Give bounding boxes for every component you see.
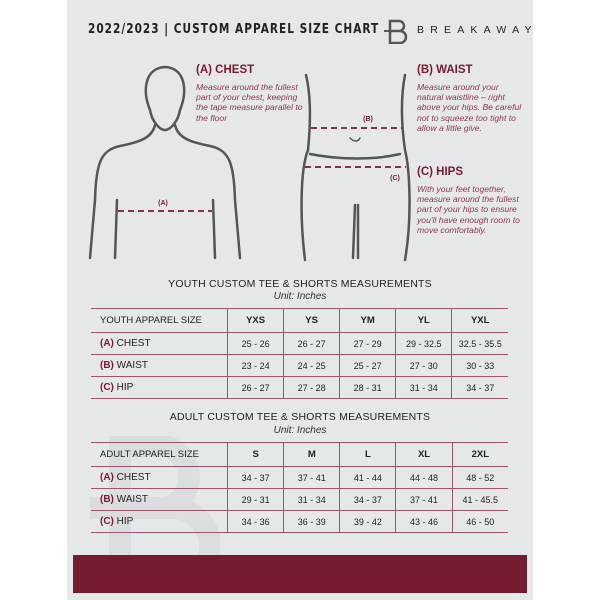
table-cell: 26 - 27 (227, 376, 284, 399)
row-letter: (A) (100, 338, 114, 349)
row-label: CHEST (116, 338, 151, 349)
row-letter: (A) (100, 472, 114, 483)
table-cell: 34 - 37 (451, 376, 508, 399)
row-label: CHEST (116, 472, 151, 483)
table-cell: 37 - 41 (283, 466, 340, 489)
column-header: M (283, 442, 340, 467)
row-label: HIP (116, 382, 134, 393)
table-cell: 39 - 42 (339, 510, 396, 533)
table-cell: 29 - 32.5 (395, 332, 452, 355)
table-cell: 31 - 34 (283, 488, 340, 511)
column-header: 2XL (451, 442, 508, 467)
waist-instructions: Measure around your natural waistline – … (417, 82, 522, 133)
hips-heading: (C) HIPS (417, 166, 463, 178)
youth-table-title: YOUTH CUSTOM TEE & SHORTS MEASUREMENTS (168, 278, 432, 290)
hips-marker: (C) (390, 175, 400, 182)
table-cell: 34 - 36 (227, 510, 284, 533)
table-row: (B) WAIST 29 - 31 31 - 34 34 - 37 37 - 4… (91, 488, 508, 511)
chest-heading: (A) CHEST (196, 64, 255, 76)
table-cell: 27 - 30 (395, 354, 452, 377)
table-cell: 43 - 46 (395, 510, 453, 533)
table-cell: 26 - 27 (283, 332, 340, 355)
table-row: (A) CHEST 34 - 37 37 - 41 41 - 44 44 - 4… (91, 466, 508, 489)
row-letter: (C) (100, 516, 114, 527)
youth-size-table: YOUTH APPAREL SIZE YXS YS YM YL YXL (A) … (91, 308, 508, 399)
column-header: YOUTH APPAREL SIZE (91, 308, 228, 333)
table-cell: 24 - 25 (283, 354, 340, 377)
table-cell: 31 - 34 (395, 376, 452, 399)
waist-marker: (B) (363, 116, 373, 123)
adult-size-table: ADULT APPAREL SIZE S M L XL 2XL (A) CHES… (91, 442, 508, 533)
column-header: YL (395, 308, 452, 333)
table-header-row: YOUTH APPAREL SIZE YXS YS YM YL YXL (91, 308, 508, 333)
row-label: WAIST (116, 360, 148, 371)
table-cell: 25 - 27 (339, 354, 396, 377)
chest-instructions: Measure around the fullest part of your … (196, 82, 303, 123)
adult-table-title: ADULT CUSTOM TEE & SHORTS MEASUREMENTS (169, 411, 431, 423)
page-title: 2022/2023 | CUSTOM APPAREL SIZE CHART (88, 21, 380, 37)
column-header: YXS (227, 308, 284, 333)
table-row: (C) HIP 26 - 27 27 - 28 28 - 31 31 - 34 … (91, 376, 508, 399)
table-cell: 27 - 29 (339, 332, 396, 355)
upper-body-figure (88, 65, 242, 260)
waist-heading: (B) WAIST (417, 64, 473, 76)
column-header: L (339, 442, 396, 467)
row-label: HIP (116, 516, 134, 527)
row-letter: (C) (100, 382, 114, 393)
row-letter: (B) (100, 360, 114, 371)
body-figures-illustration: (A) (B) (C) (88, 65, 411, 262)
table-cell: 34 - 37 (339, 488, 396, 511)
table-cell: 41 - 45.5 (451, 488, 508, 511)
row-label: WAIST (116, 494, 148, 505)
row-letter: (B) (100, 494, 114, 505)
table-cell: 28 - 31 (339, 376, 396, 399)
table-cell: 30 - 33 (451, 354, 508, 377)
table-cell: 37 - 41 (395, 488, 453, 511)
table-cell: 29 - 31 (227, 488, 284, 511)
column-header: S (227, 442, 284, 467)
breakaway-logo-icon (384, 19, 408, 44)
table-cell: 41 - 44 (339, 466, 396, 489)
column-header: XL (395, 442, 453, 467)
youth-table-unit: Unit: Inches (273, 291, 327, 302)
table-cell: 48 - 52 (451, 466, 508, 489)
table-cell: 44 - 48 (395, 466, 453, 489)
table-cell: 25 - 26 (227, 332, 284, 355)
table-row: (A) CHEST 25 - 26 26 - 27 27 - 29 29 - 3… (91, 332, 508, 355)
table-cell: 36 - 39 (283, 510, 340, 533)
table-cell: 46 - 50 (451, 510, 508, 533)
column-header: ADULT APPAREL SIZE (91, 442, 228, 467)
table-row: (B) WAIST 23 - 24 24 - 25 25 - 27 27 - 3… (91, 354, 508, 377)
adult-table-unit: Unit: Inches (273, 425, 327, 436)
table-row: (C) HIP 34 - 36 36 - 39 39 - 42 43 - 46 … (91, 510, 508, 533)
brand-name: BREAKAWAY (417, 24, 538, 36)
hips-instructions: With your feet together, measure around … (417, 184, 520, 235)
column-header: YM (339, 308, 396, 333)
table-header-row: ADULT APPAREL SIZE S M L XL 2XL (91, 442, 508, 467)
table-cell: 27 - 28 (283, 376, 340, 399)
footer-bar (73, 555, 527, 593)
lower-body-figure (300, 73, 411, 262)
table-cell: 34 - 37 (227, 466, 284, 489)
table-cell: 23 - 24 (227, 354, 284, 377)
column-header: YXL (451, 308, 508, 333)
column-header: YS (283, 308, 340, 333)
chest-marker: (A) (158, 200, 168, 207)
table-cell: 32.5 - 35.5 (451, 332, 508, 355)
